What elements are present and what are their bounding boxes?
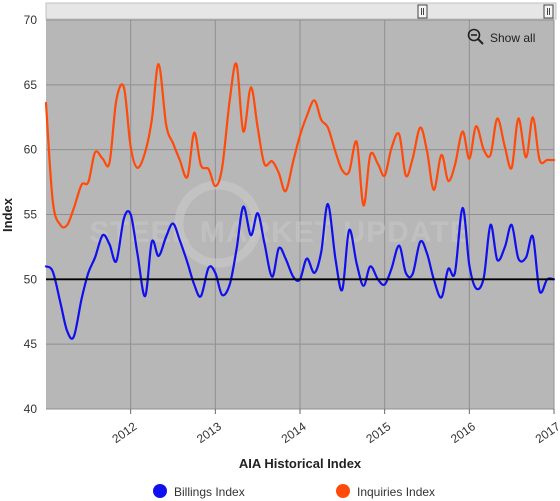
legend-item-inquiries[interactable]: Inquiries Index [336,484,435,499]
legend-swatch-billings [153,484,167,498]
legend-label-inquiries[interactable]: Inquiries Index [357,485,435,499]
x-tick-label: 2013 [194,419,224,446]
legend-item-billings[interactable]: Billings Index [153,484,245,499]
scroll-handle-icon[interactable] [543,4,554,19]
x-tick-label: 2015 [363,419,393,446]
zoom-out-icon[interactable] [467,28,484,45]
y-tick-label: 60 [24,143,38,157]
y-axis-title: Index [0,197,15,232]
watermark: STEEL MARKET UPDATE [89,180,470,268]
y-tick-label: 70 [24,13,38,27]
y-tick-label: 50 [24,272,38,286]
show-all-label[interactable]: Show all [490,31,535,45]
navigator-bar[interactable] [45,2,557,20]
x-axis: 2012 2013 2014 2015 2016 2017 [109,409,560,446]
show-all-button[interactable]: Show all [467,28,536,46]
inquiries-line[interactable] [44,62,556,229]
y-tick-label: 40 [24,402,38,416]
y-axis: 40 45 50 55 60 65 70 [24,13,38,416]
scroll-handle-icon[interactable] [417,4,428,19]
x-tick-label: 2014 [279,419,309,446]
y-tick-label: 45 [24,337,38,351]
watermark-text: STEEL MARKET UPDATE [89,216,470,249]
x-tick-label: 2016 [448,419,478,446]
y-tick-label: 65 [24,78,38,92]
x-axis-title: AIA Historical Index [239,456,362,471]
legend-label-billings[interactable]: Billings Index [174,485,245,499]
x-tick-label: 2012 [109,419,139,446]
x-tick-label: 2017 [533,419,560,446]
legend-swatch-inquiries [336,484,350,498]
y-tick-label: 55 [24,208,38,222]
legend: Billings Index Inquiries Index [153,484,435,499]
